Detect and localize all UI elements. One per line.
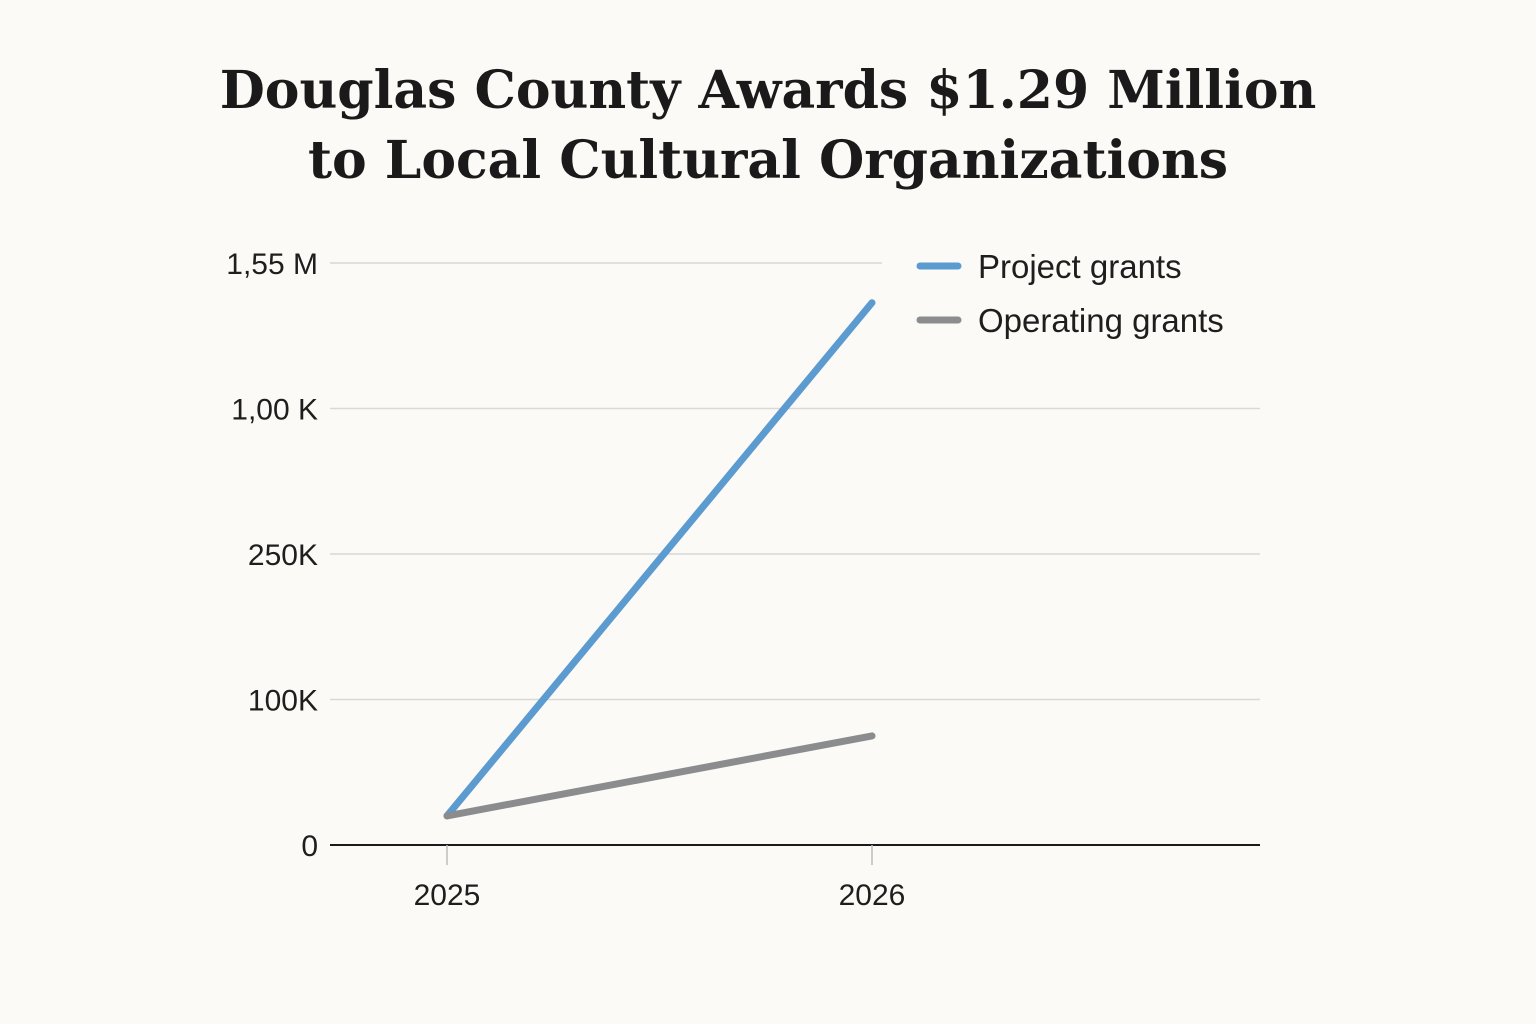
legend-label: Project grants bbox=[978, 248, 1182, 285]
chart-title: Douglas County Awards $1.29 Million to L… bbox=[0, 56, 1536, 196]
x-tick-label: 2025 bbox=[414, 879, 481, 912]
y-tick-label: 1,55 M bbox=[226, 248, 318, 281]
series-line-operating-grants bbox=[443, 732, 876, 820]
gridlines bbox=[330, 262, 1260, 701]
legend: Project grants Operating grants bbox=[916, 248, 1224, 339]
series-line-project-grants bbox=[443, 299, 876, 820]
series-lines bbox=[443, 299, 876, 820]
chart-title-line-1: Douglas County Awards $1.29 Million bbox=[219, 60, 1317, 121]
x-tick-label: 2026 bbox=[839, 879, 906, 912]
legend-label: Operating grants bbox=[978, 302, 1224, 339]
axes: 0 100K 250K 1,00 K 1,55 M 2025 2026 bbox=[226, 248, 1260, 912]
chart-title-line-2: to Local Cultural Organizations bbox=[307, 130, 1229, 191]
y-tick-label: 100K bbox=[248, 685, 318, 718]
y-tick-label: 1,00 K bbox=[231, 394, 318, 427]
y-tick-label: 0 bbox=[301, 830, 318, 863]
y-tick-label: 250K bbox=[248, 539, 318, 572]
